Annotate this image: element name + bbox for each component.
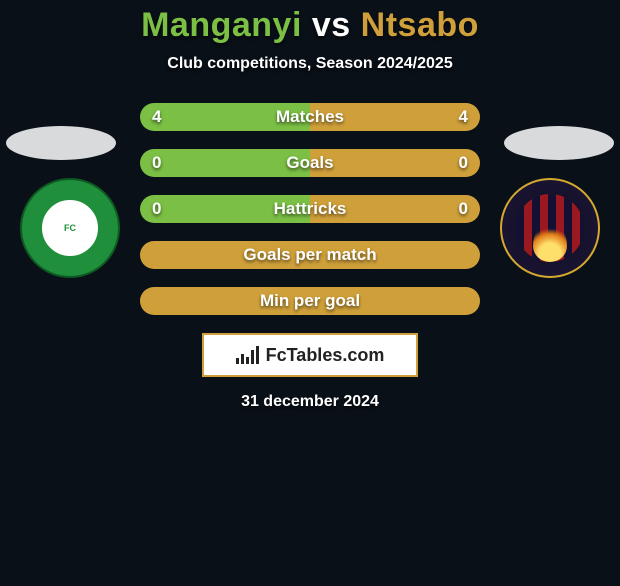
stat-value-left: 0 — [152, 153, 161, 173]
stat-row: Goals per match — [140, 241, 480, 269]
crest-left-monogram: FC — [48, 206, 92, 250]
title-vs: vs — [312, 6, 351, 44]
bar-chart-icon — [236, 346, 260, 364]
snapshot-date: 31 december 2024 — [0, 393, 620, 411]
stat-value-right: 0 — [459, 199, 468, 219]
title-player1: Manganyi — [141, 6, 302, 44]
subtitle: Club competitions, Season 2024/2025 — [0, 55, 620, 73]
stat-label: Goals — [140, 153, 480, 173]
stat-label: Matches — [140, 107, 480, 127]
player2-avatar-placeholder — [504, 126, 614, 160]
player1-club-crest: FC — [20, 178, 120, 278]
stat-value-left: 4 — [152, 107, 161, 127]
stat-label: Hattricks — [140, 199, 480, 219]
stat-row: Min per goal — [140, 287, 480, 315]
stats-table: Matches44Goals00Hattricks00Goals per mat… — [140, 103, 480, 315]
page-title: Manganyi vs Ntsabo — [0, 6, 620, 45]
stat-label: Min per goal — [140, 291, 480, 311]
stat-row: Hattricks0 0 — [140, 195, 480, 223]
stat-value-right: 0 — [459, 153, 468, 173]
player1-avatar-placeholder — [6, 126, 116, 160]
stat-row: Goals0 0 — [140, 149, 480, 177]
stat-label: Goals per match — [140, 245, 480, 265]
stat-value-right: 4 — [459, 107, 468, 127]
stat-row: Matches4 4 — [140, 103, 480, 131]
stat-value-left: 0 — [152, 199, 161, 219]
title-player2: Ntsabo — [361, 6, 479, 44]
player2-club-crest — [500, 178, 600, 278]
footer-attribution[interactable]: FcTables.com — [202, 333, 418, 377]
footer-brand: FcTables.com — [266, 345, 385, 366]
